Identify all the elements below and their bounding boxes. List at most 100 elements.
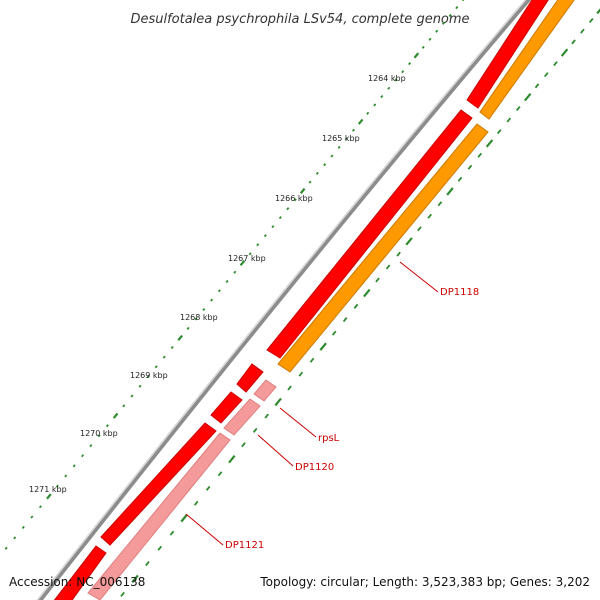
inner-tick: [241, 442, 246, 448]
scale-tick: [387, 86, 391, 90]
scale-tick: [13, 536, 17, 540]
scale-tick: [89, 444, 93, 448]
scale-tick: [256, 243, 260, 247]
inner-tick: [553, 61, 558, 67]
leader-dp1121: [185, 513, 224, 546]
scale-tick: [186, 326, 190, 330]
scale-tick: [380, 95, 384, 99]
scale-tick: [38, 505, 42, 509]
inner-tick: [437, 201, 443, 207]
gene-feature-dp1121-forward[interactable]: [100, 422, 217, 546]
inner-tick: [217, 471, 223, 477]
scale-tick: [413, 52, 420, 59]
inner-tick: [205, 485, 211, 491]
inner-tick: [228, 454, 236, 464]
scale-tick: [146, 374, 150, 379]
scale-tick: [461, 0, 465, 2]
scale-tick: [248, 252, 252, 256]
inner-tick: [477, 152, 483, 158]
scale-tick: [233, 270, 237, 274]
scale-tick: [278, 216, 282, 220]
gene-label-dp1121[interactable]: DP1121: [225, 540, 264, 551]
gene-feature-top-reverse[interactable]: [479, 0, 577, 120]
scale-tick: [170, 345, 174, 350]
scale-tick: [194, 317, 198, 321]
scale-tick: [435, 29, 439, 33]
inner-tick: [157, 545, 163, 551]
scale-tick: [130, 394, 134, 398]
inner-tick: [467, 164, 473, 170]
gene-feature-dp1118[interactable]: [277, 123, 489, 373]
inner-tick: [319, 342, 327, 351]
inner-tick: [193, 500, 199, 506]
inner-tick: [417, 226, 422, 232]
scale-tick: [138, 384, 142, 388]
scale-label-1264: 1264 kbp: [368, 74, 406, 83]
inner-tick: [446, 187, 454, 196]
gene-feature-rpsL[interactable]: [253, 379, 277, 402]
inner-tick: [396, 251, 401, 257]
gene-label-leaders: [185, 261, 439, 546]
scale-tick: [408, 62, 412, 66]
scale-tick: [55, 484, 59, 488]
scale-label-1268: 1268 kbp: [180, 313, 218, 322]
scale-tick: [352, 128, 355, 132]
reverse-strand-track: [87, 0, 577, 600]
scale-tick: [401, 70, 405, 74]
scale-tick: [225, 279, 229, 284]
accession-text: Accession: NC_006138: [9, 575, 146, 589]
gene-labels: DP1118 rpsL DP1120 DP1121: [225, 287, 479, 551]
forward-strand-track: [53, 0, 556, 600]
scale-tick: [239, 259, 246, 267]
scale-tick: [448, 13, 452, 17]
gene-feature-forward-long[interactable]: [266, 109, 473, 359]
inner-tick: [427, 213, 432, 219]
inner-tick: [560, 48, 569, 57]
gene-feature-dp1120-forward[interactable]: [210, 391, 243, 424]
inner-tick: [169, 530, 175, 536]
gene-feature-dp1120[interactable]: [223, 398, 261, 436]
scale-tick: [271, 225, 275, 229]
gene-feature-dp1121[interactable]: [87, 432, 231, 600]
scale-tick: [263, 234, 267, 238]
scale-tick: [286, 207, 290, 211]
gene-label-dp1120[interactable]: DP1120: [295, 462, 334, 473]
gene-feature-bottom-forward[interactable]: [53, 545, 107, 600]
scale-label-1271: 1271 kbp: [29, 485, 67, 494]
gene-label-rpsL[interactable]: rpsL: [318, 433, 340, 444]
inner-tick: [405, 237, 413, 246]
scale-tick: [315, 171, 319, 175]
scale-tick: [394, 78, 398, 82]
inner-tick: [274, 397, 282, 407]
gene-feature-top-forward[interactable]: [466, 0, 556, 109]
scale-tick: [72, 464, 76, 468]
scale-tick: [154, 365, 158, 369]
scale-tick: [421, 45, 425, 49]
inner-tick: [331, 330, 337, 336]
scale-tick: [4, 546, 8, 550]
scale-tick: [293, 198, 297, 202]
scale-tick: [373, 103, 377, 107]
inner-tick: [516, 106, 521, 112]
map-title: Desulfotalea psychrophila LSv54, complet…: [130, 12, 469, 27]
gene-label-dp1118[interactable]: DP1118: [440, 287, 479, 298]
scale-tick: [64, 474, 68, 478]
scale-tick: [330, 154, 334, 158]
inner-tick: [180, 513, 188, 523]
inner-tick: [309, 357, 315, 363]
scale-tick: [299, 187, 306, 194]
inner-tick: [363, 288, 371, 298]
scale-tick: [162, 355, 166, 359]
scale-label-1270: 1270 kbp: [80, 429, 118, 438]
inner-tick: [120, 591, 125, 597]
scale-track: [4, 0, 465, 550]
inner-tick: [588, 17, 594, 23]
gene-feature-rpsL-forward[interactable]: [236, 363, 264, 393]
scale-labels: 1264 kbp 1265 kbp 1266 kbp 1267 kbp 1268…: [29, 74, 406, 494]
scale-tick: [210, 298, 214, 302]
scale-tick: [441, 21, 445, 25]
leader-rpsL: [279, 407, 317, 438]
inner-tick-track: [120, 8, 600, 597]
inner-tick: [571, 39, 576, 45]
